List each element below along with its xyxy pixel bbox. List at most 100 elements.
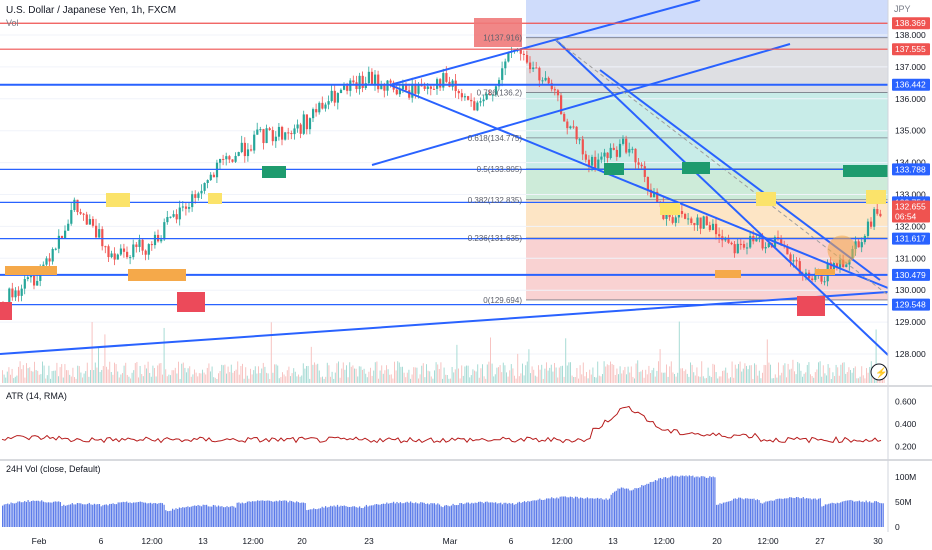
descending-line-1[interactable]: [389, 84, 889, 289]
volume-bar: [566, 365, 568, 383]
candle-body: [584, 154, 587, 160]
candle-body: [166, 216, 169, 223]
volume-bar: [563, 376, 565, 383]
vol24-bar: [816, 499, 818, 527]
vol24-bar: [206, 504, 208, 527]
volume-bar: [632, 376, 634, 383]
price-badge: [892, 298, 930, 311]
ascending-support-line[interactable]: [0, 291, 889, 355]
vol24-bar: [523, 501, 526, 527]
vol24-bar: [496, 503, 498, 527]
volume-bar: [598, 375, 600, 383]
vol24-indicator[interactable]: 100M 50M 0: [2, 472, 916, 532]
candle-body: [820, 270, 823, 282]
descending-line-2[interactable]: [555, 39, 889, 356]
vol24-bar: [478, 501, 480, 527]
volume-bar: [784, 363, 786, 383]
volume-bar: [760, 378, 762, 383]
volume-bar: [797, 361, 799, 383]
flash-icon[interactable]: [870, 363, 888, 381]
vol24-bar: [656, 480, 658, 527]
volume-bar: [194, 369, 195, 383]
vol24-bar: [440, 506, 442, 527]
vol24-bar: [812, 498, 815, 527]
vol24-bar: [29, 501, 31, 527]
volume-bar: [221, 364, 223, 383]
vol24-bar: [753, 498, 755, 527]
vol24-bar: [432, 503, 434, 527]
vol24-bar: [801, 498, 803, 527]
volume-bar: [254, 366, 256, 383]
volume-bar: [141, 374, 143, 383]
candle-body: [104, 246, 107, 248]
vol24-bar: [862, 501, 864, 527]
volume-bar: [509, 370, 511, 383]
vol24-bar: [513, 504, 515, 527]
vol24-bar: [799, 498, 801, 527]
volume-bar: [2, 370, 3, 383]
candle-body: [711, 223, 715, 231]
vol24-bar: [425, 503, 427, 527]
volume-bar: [106, 366, 107, 383]
upper-channel-line-1[interactable]: [389, 0, 701, 86]
candle-body: [792, 260, 795, 262]
vol24-bar: [802, 497, 804, 527]
volume-bar: [72, 367, 74, 383]
candle-body: [742, 244, 746, 248]
vol24-bar: [343, 505, 345, 527]
vol24-bar: [869, 501, 871, 527]
zone-box-orange: [5, 266, 57, 275]
zone-boxes[interactable]: [0, 18, 888, 320]
vol24-bar: [202, 504, 204, 527]
vol24-bar: [85, 504, 87, 527]
vol24-bar: [36, 500, 38, 527]
candle-body: [209, 174, 212, 181]
volume-bar: [266, 372, 267, 383]
volume-bar: [366, 377, 368, 383]
candle-body: [256, 129, 259, 135]
volume-bar: [526, 361, 528, 383]
volume-bar: [739, 361, 741, 383]
volume-bar: [394, 361, 395, 383]
volume-bar: [240, 365, 242, 383]
vol24-bar: [882, 503, 884, 527]
candle-body: [76, 199, 79, 213]
vol24-bar: [413, 503, 415, 527]
volume-bar: [643, 377, 645, 383]
volume-bar: [80, 372, 82, 383]
price-tick: 129.000: [895, 317, 926, 327]
price-axis[interactable]: 138.000 137.000 136.000 135.000 134.000 133.0…: [892, 17, 930, 359]
volume-bar: [227, 366, 229, 383]
volume-bar: [602, 373, 603, 383]
upper-channel-line-2[interactable]: [371, 43, 791, 166]
volume-bar: [629, 372, 631, 383]
volume-bar: [355, 368, 357, 383]
volume-bar: [312, 364, 314, 383]
volume-bar: [658, 361, 659, 383]
time-axis[interactable]: Feb 6 12:00 13 12:00 20 23 Mar 6 12:00 13 12:00 20 12…: [32, 536, 883, 546]
candle-body: [308, 118, 312, 130]
flash-icon-glyph: ⚡: [875, 366, 887, 379]
vol24-bar: [455, 505, 458, 527]
vol24-bar: [328, 506, 330, 527]
vol24-bar: [508, 502, 510, 527]
volume-bar: [488, 361, 490, 383]
vol24-bar: [739, 497, 741, 527]
volume-bar: [523, 375, 525, 383]
volume-bar: [854, 366, 856, 383]
volume-bar: [787, 363, 789, 383]
vol24-bar: [498, 503, 500, 527]
vol24-bar: [59, 502, 61, 527]
vol24-bar: [534, 500, 536, 527]
volume-bar: [571, 375, 573, 383]
volume-bar: [517, 353, 519, 383]
volume-bar: [400, 366, 402, 383]
candle-body: [749, 236, 752, 248]
atr-indicator[interactable]: 0.600 0.400 0.200: [1, 396, 917, 452]
volume-bar: [498, 367, 499, 383]
volume-bar: [698, 376, 699, 383]
volume-bar: [5, 377, 7, 383]
volume-bar: [838, 375, 840, 383]
vol24-bar: [768, 500, 770, 527]
